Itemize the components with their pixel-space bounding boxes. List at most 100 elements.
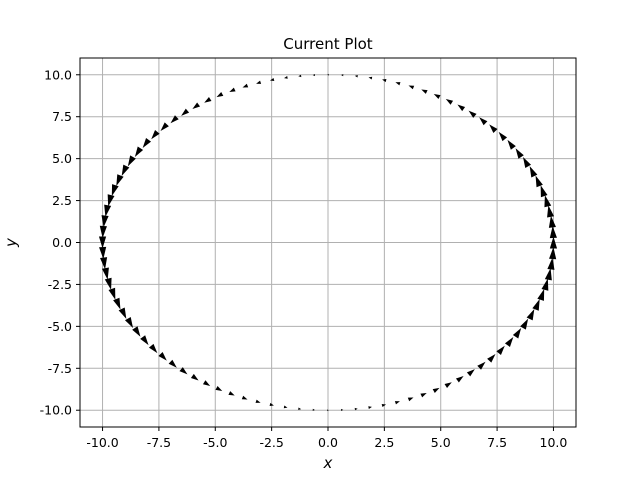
quiver-arrow xyxy=(457,104,466,112)
quiver-arrow xyxy=(433,93,441,100)
quiver-arrow xyxy=(549,236,558,249)
quiver-arrow xyxy=(104,277,112,290)
quiver-arrow xyxy=(529,166,538,178)
quiver-arrow xyxy=(468,110,477,118)
quiver-arrow xyxy=(445,98,454,105)
x-tick-label: 2.5 xyxy=(374,435,394,450)
quiver-arrow xyxy=(242,83,249,88)
quiver-arrow xyxy=(498,131,508,142)
quiver-arrow xyxy=(515,148,524,159)
y-tick-label: -5.0 xyxy=(48,319,72,334)
quiver-arrow xyxy=(394,401,400,405)
quiver-arrow xyxy=(395,82,401,86)
quiver-arrow xyxy=(408,85,415,90)
quiver-arrow xyxy=(354,407,358,411)
quiver-arrow xyxy=(455,375,464,383)
x-tick-label: 10.0 xyxy=(540,435,568,450)
arrow-field xyxy=(98,73,558,412)
quiver-arrow xyxy=(124,317,134,328)
quiver-arrow xyxy=(381,403,387,407)
quiver-arrow xyxy=(327,409,329,412)
quiver-arrow xyxy=(354,75,358,78)
quiver-arrow xyxy=(368,76,373,80)
y-tick-label: 5.0 xyxy=(52,151,72,166)
quiver-arrow xyxy=(312,73,315,77)
y-tick-label: 10.0 xyxy=(44,67,72,82)
quiver-arrow xyxy=(420,392,427,398)
quiver-arrow xyxy=(101,267,109,280)
quiver-arrow xyxy=(104,204,112,217)
quiver-arrow xyxy=(111,184,119,197)
x-tick-label: 0.0 xyxy=(318,435,338,450)
quiver-arrow xyxy=(382,79,387,83)
y-tick-label: 2.5 xyxy=(52,193,72,208)
axis-ticks: -10.0 -7.5 -5.0 -2.5 0.0 2.5 5.0 7.5 10.0 10.0 7.5… xyxy=(40,67,568,450)
quiver-arrow xyxy=(548,215,556,228)
quiver-arrow xyxy=(284,76,288,79)
quiver-arrow xyxy=(504,337,514,347)
quiver-arrow xyxy=(283,405,288,409)
quiver-arrow xyxy=(127,155,136,167)
quiver-arrow xyxy=(216,92,224,98)
quiver-arrow xyxy=(368,406,372,409)
x-tick-label: 7.5 xyxy=(487,435,507,450)
quiver-arrow xyxy=(204,96,212,103)
quiver-arrow xyxy=(540,185,548,198)
y-tick-label: 7.5 xyxy=(52,109,72,124)
quiver-arrow xyxy=(255,399,261,403)
quiver-arrow xyxy=(537,288,545,301)
quiver-arrow xyxy=(522,157,532,168)
x-tick-label: 5.0 xyxy=(431,435,451,450)
quiver-arrow xyxy=(134,146,144,157)
quiver-arrow xyxy=(113,297,121,310)
quiver-arrow xyxy=(202,380,211,387)
quiver-arrow xyxy=(496,345,505,356)
quiver-arrow xyxy=(526,308,535,321)
quiver-arrow xyxy=(341,408,344,412)
quiver-arrow xyxy=(535,175,543,188)
quiver-arrow xyxy=(312,408,315,411)
y-tick-label: -10.0 xyxy=(40,403,72,418)
quiver-arrow xyxy=(132,326,141,337)
quiver-arrow xyxy=(151,129,160,140)
quiver-arrow xyxy=(421,89,428,94)
quiver-arrow xyxy=(158,352,167,361)
y-tick-label: 0.0 xyxy=(52,235,72,250)
quiver-arrow xyxy=(116,174,124,186)
y-axis-label: y xyxy=(2,237,20,248)
quiver-arrow xyxy=(547,205,555,218)
y-tick-label: -2.5 xyxy=(48,277,72,292)
chart-title: Current Plot xyxy=(283,35,372,53)
x-axis-label: x xyxy=(323,454,333,472)
quiver-arrow xyxy=(444,382,452,389)
quiver-arrow xyxy=(140,335,149,346)
quiver-arrow xyxy=(168,359,177,368)
quiver-arrow xyxy=(520,318,529,330)
quiver-arrow xyxy=(487,353,496,363)
quiver-arrow xyxy=(121,164,130,177)
quiver-arrow xyxy=(192,102,201,110)
quiver-arrow xyxy=(547,257,555,270)
quiver-arrow xyxy=(229,87,236,93)
quiver-arrow xyxy=(489,124,498,133)
quiver-arrow xyxy=(507,139,516,150)
quiver-arrow xyxy=(256,80,262,84)
x-tick-label: -7.5 xyxy=(147,435,171,450)
quiver-arrow xyxy=(99,225,107,238)
quiver-arrow xyxy=(532,299,540,311)
x-tick-label: -5.0 xyxy=(203,435,227,450)
quiver-arrow xyxy=(142,138,152,148)
quiver-arrow xyxy=(549,247,557,260)
quiver-arrow xyxy=(98,236,107,249)
x-tick-label: -2.5 xyxy=(259,435,283,450)
x-tick-label: -10.0 xyxy=(86,435,118,450)
quiver-arrow xyxy=(544,195,552,208)
quiver-arrow xyxy=(215,385,223,392)
quiver-arrow xyxy=(101,215,109,228)
quiver-arrow xyxy=(298,74,302,78)
quiver-arrow xyxy=(407,397,414,402)
quiver-arrow xyxy=(179,367,188,375)
quiver-arrow xyxy=(269,78,275,82)
